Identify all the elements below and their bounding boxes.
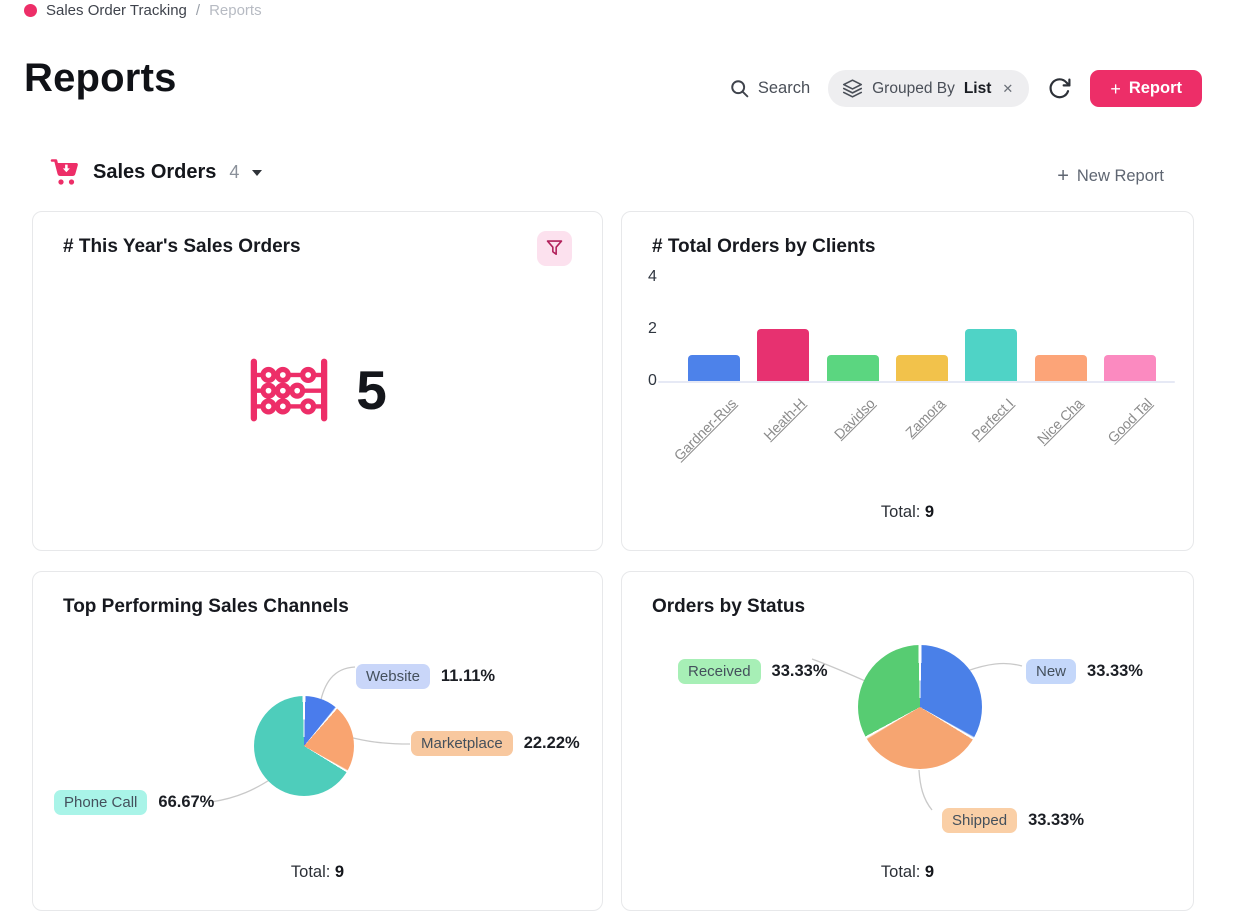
x-label-Gardner-Rus[interactable]: Gardner-Rus xyxy=(670,395,740,464)
cart-icon xyxy=(50,158,80,186)
search-icon xyxy=(729,78,750,99)
pie-label-received: Received 33.33% xyxy=(678,659,828,684)
x-label-Nice Cha[interactable]: Nice Cha xyxy=(1033,395,1086,448)
card-top-performing-sales-channels: Top Performing Sales Channels Website 11… xyxy=(32,571,603,911)
total-row: Total: 9 xyxy=(880,863,935,881)
bar-Heath-H[interactable] xyxy=(757,329,810,381)
y-tick: 4 xyxy=(648,268,657,285)
y-tick: 2 xyxy=(648,320,657,337)
x-axis-line xyxy=(658,381,1175,383)
card-this-years-sales-orders: # This Year's Sales Orders xyxy=(32,211,603,551)
bar-Perfect I[interactable] xyxy=(965,329,1018,381)
breadcrumb-current: Reports xyxy=(209,2,262,19)
filter-button[interactable] xyxy=(537,231,572,266)
pie-label-phone-call: Phone Call 66.67% xyxy=(54,790,214,815)
refresh-icon xyxy=(1049,78,1071,99)
chevron-down-icon xyxy=(252,170,263,176)
total-row: Total: 9 xyxy=(880,503,935,521)
grouped-by-value: List xyxy=(963,79,992,97)
card-title: # This Year's Sales Orders xyxy=(63,236,301,257)
refresh-button[interactable] xyxy=(1047,76,1072,101)
report-button-label: Report xyxy=(1128,79,1182,97)
grouped-by-pill[interactable]: Grouped By List ✕ xyxy=(828,70,1030,107)
abacus-icon xyxy=(248,357,330,423)
plus-icon: + xyxy=(1110,78,1121,99)
layers-icon xyxy=(842,78,863,99)
funnel-icon xyxy=(546,240,563,255)
breadcrumb-workspace[interactable]: Sales Order Tracking xyxy=(46,2,187,19)
breadcrumb: Sales Order Tracking / Reports xyxy=(24,2,262,19)
legend-percent: 22.22% xyxy=(523,734,580,752)
search-label: Search xyxy=(757,79,811,97)
card-title: # Total Orders by Clients xyxy=(652,236,876,257)
legend-percent: 11.11% xyxy=(440,667,496,685)
card-title: Orders by Status xyxy=(652,596,806,617)
workspace-dot-icon xyxy=(24,4,37,17)
bar-Zamora[interactable] xyxy=(895,355,948,381)
legend-percent: 33.33% xyxy=(771,662,828,680)
new-report-button[interactable]: + New Report xyxy=(1057,166,1164,186)
x-label-Zamora[interactable]: Zamora xyxy=(901,395,948,441)
pie-label-marketplace: Marketplace 22.22% xyxy=(411,731,580,756)
total-value: 9 xyxy=(334,863,345,881)
x-label-Davidso[interactable]: Davidso xyxy=(830,395,878,443)
x-label-Good Tal[interactable]: Good Tal xyxy=(1104,395,1156,446)
legend-percent: 66.67% xyxy=(158,793,215,811)
section-title: Sales Orders xyxy=(93,160,217,183)
total-row: Total: 9 xyxy=(290,863,345,881)
legend-pill: Received xyxy=(678,659,761,684)
pie-chart-orders-status[interactable] xyxy=(858,645,982,769)
section-dropdown[interactable]: Sales Orders 4 xyxy=(50,158,263,186)
bar-Gardner-Rus[interactable] xyxy=(688,355,740,381)
legend-pill: Marketplace xyxy=(411,731,513,756)
metric-body: 5 xyxy=(33,357,602,423)
bar-chart-plot xyxy=(622,212,1193,381)
plus-icon: + xyxy=(1057,165,1069,187)
x-label-Perfect I[interactable]: Perfect I xyxy=(968,395,1017,444)
card-orders-by-status: Orders by Status Received 33.33% New 33.… xyxy=(621,571,1194,911)
report-button[interactable]: + Report xyxy=(1090,70,1202,107)
total-value: 9 xyxy=(924,863,935,881)
breadcrumb-separator: / xyxy=(195,2,201,19)
pie-label-new: New 33.33% xyxy=(1026,659,1143,684)
legend-pill: Website xyxy=(356,664,430,689)
page-title: Reports xyxy=(24,56,177,100)
new-report-label: New Report xyxy=(1076,166,1164,185)
pie-label-shipped: Shipped 33.33% xyxy=(942,808,1084,833)
bar-Davidso[interactable] xyxy=(826,355,879,381)
close-icon[interactable]: ✕ xyxy=(1002,81,1014,96)
legend-pill: Shipped xyxy=(942,808,1018,833)
pie-chart-sales-channels[interactable] xyxy=(254,696,354,796)
legend-percent: 33.33% xyxy=(1028,811,1085,829)
legend-pill: New xyxy=(1026,659,1077,684)
bar-Good Tal[interactable] xyxy=(1103,355,1156,381)
total-value: 9 xyxy=(924,503,935,521)
bar-Nice Cha[interactable] xyxy=(1034,355,1087,381)
card-total-orders-by-clients: # Total Orders by Clients 4 2 0 Gardner-… xyxy=(621,211,1194,551)
search-button[interactable]: Search xyxy=(729,78,810,99)
legend-pill: Phone Call xyxy=(54,790,148,815)
card-title: Top Performing Sales Channels xyxy=(63,596,349,617)
metric-value: 5 xyxy=(356,359,387,421)
toolbar: Search Grouped By List ✕ + Report xyxy=(729,70,1202,107)
x-label-Heath-H[interactable]: Heath-H xyxy=(760,395,809,444)
legend-percent: 33.33% xyxy=(1087,662,1143,680)
section-count: 4 xyxy=(229,161,240,182)
y-tick: 0 xyxy=(648,372,657,389)
grouped-by-label: Grouped By xyxy=(872,79,955,97)
pie-label-website: Website 11.11% xyxy=(356,664,495,689)
